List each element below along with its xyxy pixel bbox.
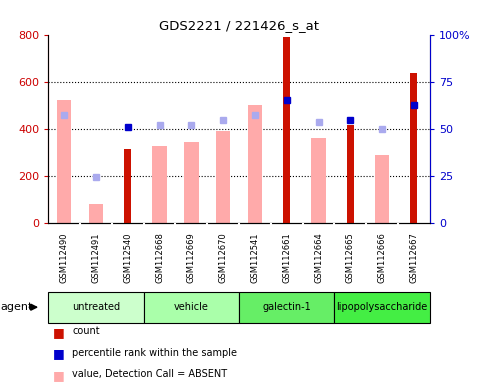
Bar bbox=[335, 292, 430, 323]
Bar bbox=[216, 131, 230, 223]
Text: agent: agent bbox=[0, 302, 32, 312]
Title: GDS2221 / 221426_s_at: GDS2221 / 221426_s_at bbox=[159, 19, 319, 32]
Text: value, Detection Call = ABSENT: value, Detection Call = ABSENT bbox=[72, 369, 227, 379]
Bar bbox=[284, 37, 290, 223]
Text: count: count bbox=[72, 326, 100, 336]
Text: GSM112490: GSM112490 bbox=[60, 232, 69, 283]
Text: GSM112491: GSM112491 bbox=[91, 232, 100, 283]
Bar bbox=[347, 125, 354, 223]
Text: GSM112661: GSM112661 bbox=[282, 232, 291, 283]
Text: GSM112667: GSM112667 bbox=[410, 232, 418, 283]
Text: percentile rank within the sample: percentile rank within the sample bbox=[72, 348, 238, 358]
Bar bbox=[124, 149, 131, 223]
Text: galectin-1: galectin-1 bbox=[262, 302, 311, 312]
Bar bbox=[144, 292, 239, 323]
Text: ■: ■ bbox=[53, 326, 65, 339]
Bar bbox=[239, 292, 334, 323]
Bar bbox=[312, 138, 326, 223]
Text: untreated: untreated bbox=[72, 302, 120, 312]
Bar bbox=[411, 73, 417, 223]
Text: GSM112541: GSM112541 bbox=[251, 232, 259, 283]
Text: vehicle: vehicle bbox=[174, 302, 209, 312]
Bar bbox=[57, 101, 71, 223]
Bar bbox=[153, 146, 167, 223]
Text: GSM112666: GSM112666 bbox=[378, 232, 387, 283]
Text: GSM112669: GSM112669 bbox=[187, 232, 196, 283]
Text: ■: ■ bbox=[53, 369, 65, 382]
Text: ■: ■ bbox=[53, 348, 65, 361]
Bar bbox=[248, 105, 262, 223]
Text: GSM112668: GSM112668 bbox=[155, 232, 164, 283]
Text: GSM112540: GSM112540 bbox=[123, 232, 132, 283]
Bar bbox=[184, 142, 199, 223]
Text: lipopolysaccharide: lipopolysaccharide bbox=[337, 302, 428, 312]
Bar bbox=[89, 204, 103, 223]
Bar bbox=[48, 292, 144, 323]
Text: GSM112665: GSM112665 bbox=[346, 232, 355, 283]
Text: GSM112670: GSM112670 bbox=[219, 232, 227, 283]
Bar bbox=[375, 154, 389, 223]
Text: GSM112664: GSM112664 bbox=[314, 232, 323, 283]
